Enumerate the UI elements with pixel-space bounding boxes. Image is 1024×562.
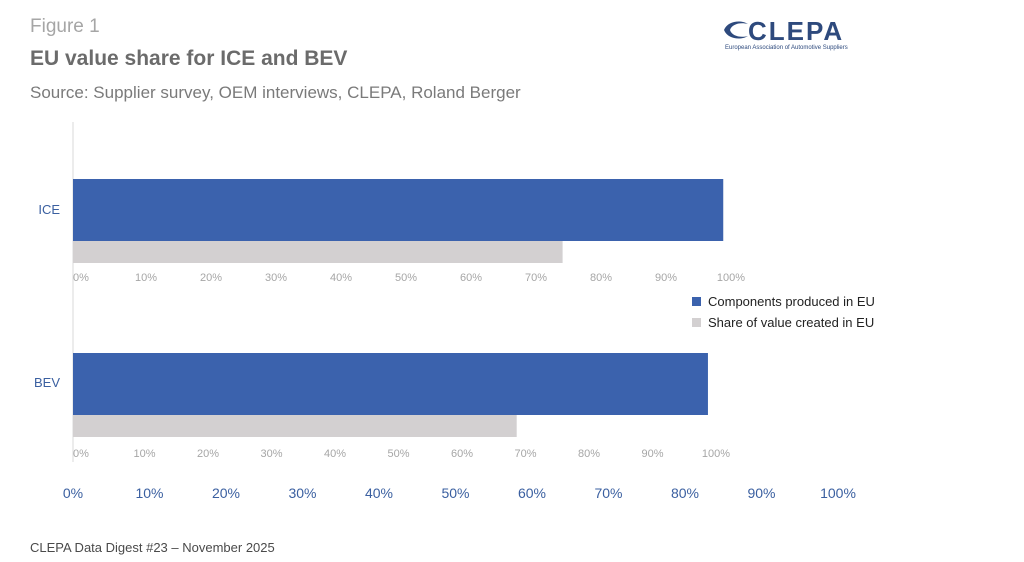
- x-tick-label: 60%: [518, 485, 546, 501]
- inner-tick-label-ice: 0%: [73, 272, 89, 284]
- logo-tagline: European Association of Automotive Suppl…: [725, 45, 848, 51]
- x-tick-label: 20%: [212, 485, 240, 501]
- inner-tick-label-ice: 100%: [717, 272, 745, 284]
- bar-ice-value-share: [73, 241, 563, 263]
- logo-wordmark: CLEPA: [748, 16, 845, 46]
- inner-tick-label-ice: 90%: [655, 272, 677, 284]
- x-tick-label: 90%: [747, 485, 775, 501]
- x-tick-label: 100%: [820, 485, 856, 501]
- inner-tick-label-ice: 30%: [265, 272, 287, 284]
- x-tick-label: 10%: [135, 485, 163, 501]
- inner-tick-label-bev: 20%: [197, 448, 219, 460]
- bar-chart: ICE 0% 10% 20% 30% 40% 50% 60% 70% 80% 90% 100% BEV 0…: [34, 122, 875, 501]
- category-label-bev: BEV: [34, 375, 60, 390]
- bar-ice-components: [73, 179, 724, 241]
- x-tick-label: 70%: [594, 485, 622, 501]
- chart-title: EU value share for ICE and BEV: [30, 47, 348, 70]
- footer-text: CLEPA Data Digest #23 – November 2025: [30, 540, 275, 555]
- inner-tick-label-ice: 50%: [395, 272, 417, 284]
- bar-bev-value-share: [73, 415, 517, 437]
- inner-tick-label-ice: 20%: [200, 272, 222, 284]
- x-tick-label: 40%: [365, 485, 393, 501]
- inner-tick-label-ice: 40%: [330, 272, 352, 284]
- inner-tick-label-bev: 40%: [324, 448, 346, 460]
- legend-label: Share of value created in EU: [708, 315, 874, 330]
- legend-swatch: [692, 318, 701, 327]
- inner-tick-label-bev: 70%: [514, 448, 536, 460]
- x-tick-label: 50%: [441, 485, 469, 501]
- inner-tick-label-ice: 60%: [460, 272, 482, 284]
- inner-tick-label-bev: 80%: [578, 448, 600, 460]
- inner-tick-label-bev: 30%: [260, 448, 282, 460]
- figure-label: Figure 1: [30, 16, 100, 37]
- inner-tick-label-ice: 10%: [135, 272, 157, 284]
- legend-swatch: [692, 297, 701, 306]
- inner-tick-label-ice: 70%: [525, 272, 547, 284]
- inner-tick-label-bev: 10%: [133, 448, 155, 460]
- x-tick-label: 0%: [63, 485, 83, 501]
- clepa-logo: CLEPA European Association of Automotive…: [722, 14, 872, 58]
- x-tick-label: 30%: [288, 485, 316, 501]
- inner-tick-label-bev: 90%: [641, 448, 663, 460]
- legend-label: Components produced in EU: [708, 294, 875, 309]
- x-tick-label: 80%: [671, 485, 699, 501]
- inner-tick-label-bev: 0%: [73, 448, 89, 460]
- inner-tick-label-bev: 60%: [451, 448, 473, 460]
- category-label-ice: ICE: [38, 202, 60, 217]
- inner-tick-label-ice: 80%: [590, 272, 612, 284]
- inner-tick-label-bev: 50%: [387, 448, 409, 460]
- inner-tick-label-bev: 100%: [702, 448, 730, 460]
- chart-subtitle: Source: Supplier survey, OEM interviews,…: [30, 83, 521, 102]
- clepa-swoosh-icon: [724, 21, 748, 39]
- bar-bev-components: [73, 353, 708, 415]
